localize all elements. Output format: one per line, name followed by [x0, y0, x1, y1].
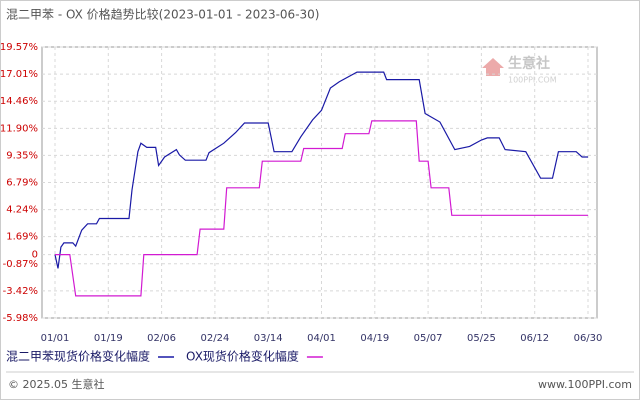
x-tick-label: 06/30	[574, 333, 603, 344]
watermark-name: 生意社	[508, 55, 550, 72]
series-line	[54, 71, 588, 269]
y-tick-label: 19.57%	[0, 42, 38, 53]
y-tick-label: -5.98%	[3, 313, 38, 324]
legend-label: OX现货价格变化幅度	[186, 349, 299, 364]
series-line	[55, 120, 588, 297]
y-tick-label: 0	[32, 250, 38, 261]
watermark: 生意社 100PPI.COM	[482, 55, 557, 85]
y-tick-label: 14.46%	[0, 96, 38, 107]
footer-right: www.100PPI.com	[538, 378, 632, 391]
watermark-logo	[482, 58, 504, 76]
x-tick-label: 04/19	[360, 333, 389, 344]
watermark-site: 100PPI.COM	[508, 76, 557, 85]
y-tick-label: 17.01%	[0, 69, 38, 80]
x-tick-label: 04/01	[307, 333, 336, 344]
x-tick-label: 03/14	[254, 333, 283, 344]
x-tick-label: 05/25	[467, 333, 496, 344]
x-tick-label: 02/06	[147, 333, 176, 344]
y-tick-label: 1.69%	[6, 232, 38, 243]
y-tick-label: 11.90%	[0, 123, 38, 134]
y-tick-label: -0.87%	[3, 259, 38, 270]
y-tick-label: 9.35%	[6, 150, 38, 161]
y-tick-label: 4.24%	[6, 205, 38, 216]
legend-label: 混二甲苯现货价格变化幅度	[6, 349, 150, 364]
x-tick-label: 02/24	[200, 333, 229, 344]
x-tick-label: 06/12	[520, 333, 549, 344]
x-tick-label: 01/01	[41, 333, 70, 344]
x-tick-label: 01/19	[94, 333, 123, 344]
x-tick-label: 05/07	[414, 333, 443, 344]
y-tick-label: -3.42%	[3, 286, 38, 297]
chart-title: 混二甲苯 - OX 价格趋势比较(2023-01-01 - 2023-06-30…	[6, 7, 319, 22]
y-tick-label: 6.79%	[6, 178, 38, 189]
footer-left: © 2025.05 生意社	[8, 377, 104, 391]
